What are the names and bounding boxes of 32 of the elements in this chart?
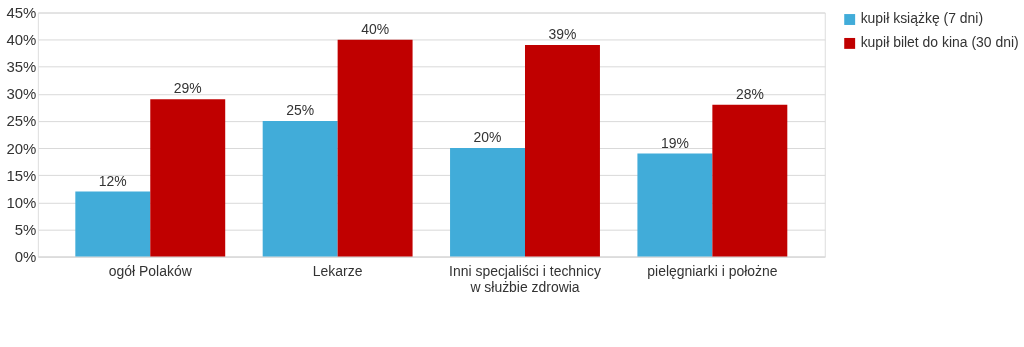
y-tick-label: 20% [6, 139, 37, 157]
legend-label: kupił książkę (7 dni) [860, 10, 984, 27]
data-label: 40% [361, 20, 390, 37]
x-tick-label: ogół Polaków [108, 263, 193, 280]
y-tick-label: 40% [6, 31, 37, 49]
legend-label: kupił bilet do kina (30 dni) [860, 34, 1019, 51]
data-label: 39% [548, 26, 577, 43]
y-tick-label: 0% [14, 248, 37, 266]
data-label: 12% [98, 172, 127, 189]
bar [712, 104, 788, 257]
data-label: 25% [286, 102, 315, 119]
y-tick-label: 15% [6, 166, 37, 184]
y-tick-label: 35% [6, 58, 37, 76]
y-tick-label: 5% [14, 220, 37, 238]
x-tick-label: Inni specjaliści i technicy w służbie zdrowia [449, 263, 601, 295]
bar [525, 45, 600, 257]
data-label: 20% [473, 129, 502, 146]
y-tick-label: 45% [6, 4, 37, 22]
y-tick-label: 10% [6, 193, 37, 211]
y-tick-label: 30% [6, 85, 37, 103]
y-tick-label: 25% [6, 112, 37, 130]
data-label: 19% [660, 134, 689, 151]
bar [637, 153, 713, 257]
data-label: 28% [735, 85, 764, 102]
bar [262, 121, 338, 257]
bar [75, 191, 151, 257]
bar [450, 148, 525, 257]
data-label: 29% [173, 80, 202, 97]
x-tick-label: Lekarze [312, 263, 363, 280]
bar [150, 99, 226, 257]
bar [337, 39, 413, 257]
x-tick-label: pielęgniarki i położne [647, 263, 778, 280]
